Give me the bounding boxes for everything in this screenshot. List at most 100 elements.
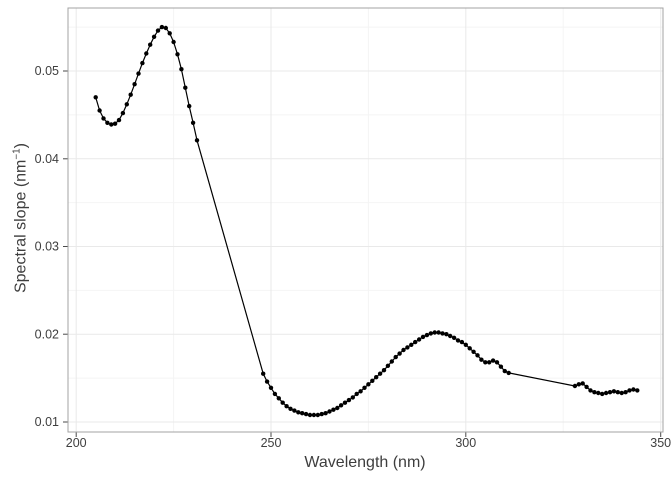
data-point xyxy=(377,371,383,376)
data-point xyxy=(323,411,328,416)
data-point xyxy=(596,390,601,396)
data-point xyxy=(272,391,278,397)
data-point xyxy=(444,332,449,337)
data-point xyxy=(635,388,640,393)
data-point xyxy=(401,347,406,353)
data-point xyxy=(194,138,200,143)
data-point xyxy=(592,390,597,395)
data-point xyxy=(436,330,441,335)
data-point xyxy=(607,390,613,395)
data-point xyxy=(506,370,511,376)
data-point xyxy=(97,108,102,113)
x-tick-label: 250 xyxy=(261,436,282,450)
data-point xyxy=(151,34,157,39)
data-point xyxy=(389,359,394,364)
data-point xyxy=(342,400,348,405)
data-point xyxy=(424,332,430,338)
data-point xyxy=(631,387,636,392)
data-point xyxy=(572,383,578,389)
data-point xyxy=(311,412,317,418)
data-point xyxy=(362,385,367,390)
data-point xyxy=(276,396,281,401)
data-point xyxy=(611,389,617,394)
x-tick-label: 200 xyxy=(66,436,87,450)
data-point xyxy=(475,353,480,358)
data-point xyxy=(112,121,118,126)
data-point xyxy=(315,412,320,418)
data-point xyxy=(167,31,172,36)
data-point xyxy=(615,390,620,395)
data-point xyxy=(432,330,437,335)
y-axis-title: Spectral slope (nm−1) xyxy=(11,143,30,293)
data-point xyxy=(397,351,402,356)
data-point xyxy=(374,375,379,380)
data-point xyxy=(128,92,133,97)
data-point xyxy=(136,71,141,76)
data-point xyxy=(288,406,293,411)
data-point xyxy=(600,391,605,397)
data-point xyxy=(93,95,98,100)
data-point xyxy=(144,51,149,56)
data-point xyxy=(346,397,352,403)
data-point xyxy=(350,395,355,400)
data-point xyxy=(159,24,165,30)
data-point xyxy=(603,390,609,396)
y-tick-label: 0.04 xyxy=(35,152,59,166)
data-point xyxy=(354,391,359,397)
data-point xyxy=(416,337,422,342)
data-point xyxy=(420,334,426,340)
data-point xyxy=(451,335,457,340)
data-point xyxy=(292,408,297,413)
data-point xyxy=(261,371,266,376)
data-point xyxy=(409,342,414,347)
data-point xyxy=(175,52,180,57)
data-point xyxy=(303,411,309,417)
data-point xyxy=(623,390,628,395)
data-point xyxy=(459,339,465,345)
data-point xyxy=(483,360,488,365)
y-tick-label: 0.02 xyxy=(35,327,59,341)
x-tick-label: 350 xyxy=(650,436,671,450)
data-point xyxy=(105,120,110,126)
data-point xyxy=(132,82,137,87)
data-point xyxy=(101,116,106,121)
data-point xyxy=(148,42,153,47)
data-point xyxy=(155,28,161,33)
data-point xyxy=(428,331,433,336)
panel-border xyxy=(67,7,664,433)
data-point xyxy=(190,120,196,126)
data-point xyxy=(440,331,445,336)
data-point xyxy=(124,102,129,107)
data-point xyxy=(335,405,340,411)
data-point xyxy=(448,333,453,339)
data-point xyxy=(171,39,176,45)
data-point xyxy=(296,410,301,415)
data-point xyxy=(619,390,624,396)
data-point xyxy=(502,368,507,374)
y-axis-title-text: Spectral slope (nm xyxy=(12,159,30,294)
data-point xyxy=(163,25,168,31)
data-point xyxy=(187,103,192,109)
data-point xyxy=(580,381,585,386)
data-point xyxy=(498,364,504,369)
data-point xyxy=(381,368,387,373)
x-axis-title: Wavelength (nm) xyxy=(304,454,426,471)
data-point xyxy=(467,346,472,351)
data-point xyxy=(331,407,336,412)
data-point xyxy=(280,400,285,405)
data-point xyxy=(370,378,375,383)
data-point xyxy=(109,122,114,127)
data-point xyxy=(307,412,313,418)
data-point xyxy=(588,388,593,393)
data-point xyxy=(471,349,476,354)
data-point xyxy=(366,382,371,387)
data-point xyxy=(284,404,289,409)
data-point xyxy=(463,342,468,347)
data-point xyxy=(179,67,184,72)
data-point xyxy=(385,363,391,368)
y-tick-label: 0.01 xyxy=(35,415,59,429)
data-point xyxy=(327,409,332,414)
data-point xyxy=(576,382,581,387)
